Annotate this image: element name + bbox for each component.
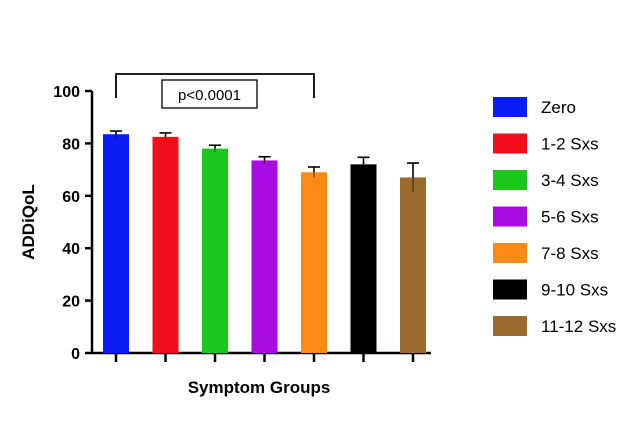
y-tick-label-0: 0 xyxy=(71,346,80,363)
legend-label-4: 5-6 Sxs xyxy=(541,208,599,227)
x-axis-label: Symptom Groups xyxy=(188,378,331,397)
p-value-text: p<0.0001 xyxy=(178,87,241,104)
legend-swatch-7 xyxy=(493,316,527,336)
y-tick-label-20: 20 xyxy=(62,294,80,311)
y-tick-label-80: 80 xyxy=(62,136,80,153)
bar-3 xyxy=(202,148,228,353)
y-tick-label-60: 60 xyxy=(62,189,80,206)
legend-swatch-1 xyxy=(493,97,527,117)
chart-bars xyxy=(103,130,426,353)
legend-swatch-2 xyxy=(493,133,527,154)
bar-7 xyxy=(400,177,426,353)
p-value-box xyxy=(161,79,258,109)
y-tick-label-100: 100 xyxy=(53,84,80,101)
significance-annotation: p<0.0001 xyxy=(115,73,315,109)
legend-label-5: 7-8 Sxs xyxy=(541,244,599,263)
legend-label-3: 3-4 Sxs xyxy=(541,171,599,190)
legend-label-2: 1-2 Sxs xyxy=(541,135,599,154)
bar-1 xyxy=(103,134,129,353)
y-tick-label-40: 40 xyxy=(62,241,80,258)
legend-swatch-5 xyxy=(493,243,527,263)
bar-5 xyxy=(301,172,327,353)
chart-legend: Zero 1-2 Sxs 3-4 Sxs 5-6 Sxs 7-8 Sxs 9-10 Sxs… xyxy=(493,97,616,336)
y-axis-label: ADDiQoL xyxy=(19,184,38,260)
legend-swatch-4 xyxy=(493,206,527,227)
bar-4 xyxy=(251,160,278,353)
bar-2 xyxy=(152,136,179,353)
bar-6 xyxy=(350,164,377,353)
significance-bracket xyxy=(115,73,315,98)
legend-swatch-6 xyxy=(493,279,527,300)
chart-axes: 0 20 40 60 80 100 xyxy=(53,84,431,363)
legend-swatch-3 xyxy=(493,170,527,190)
legend-label-7: 11-12 Sxs xyxy=(541,317,616,336)
legend-label-6: 9-10 Sxs xyxy=(541,281,608,300)
legend-label-1: Zero xyxy=(541,98,576,117)
